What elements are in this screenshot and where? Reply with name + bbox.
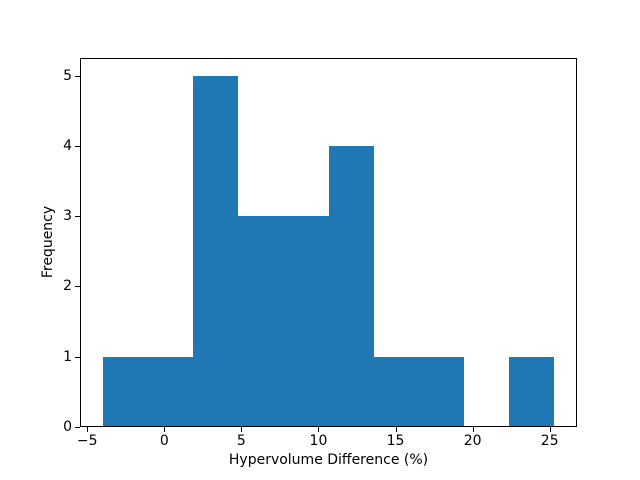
histogram-bar: [103, 357, 148, 427]
x-tick-label: 5: [236, 433, 246, 449]
x-tick-label: 25: [540, 433, 559, 449]
histogram-bar: [509, 357, 554, 427]
y-tick-label: 5: [63, 67, 72, 84]
histogram-bar: [238, 216, 283, 427]
y-tick-label: 0: [63, 419, 72, 435]
histogram-bar: [283, 216, 329, 427]
y-tick-label: 1: [63, 348, 72, 365]
x-tick-mark: [473, 427, 474, 432]
x-axis-label: Hypervolume Difference (%): [228, 452, 429, 468]
x-tick-label: 10: [309, 433, 328, 449]
x-tick-label: 0: [159, 433, 169, 449]
y-axis-label: Frequency: [40, 205, 56, 279]
x-tick-mark: [241, 427, 242, 432]
x-tick-mark: [550, 427, 551, 432]
y-tick-label: 4: [63, 137, 72, 154]
x-tick-label: 15: [386, 433, 405, 449]
y-tick-label: 2: [63, 278, 72, 295]
histogram-bar: [148, 357, 193, 427]
histogram-bar: [374, 357, 419, 427]
y-tick-mark: [75, 427, 80, 428]
histogram-bar: [419, 357, 464, 427]
histogram-bar: [193, 76, 238, 427]
x-tick-mark: [164, 427, 165, 432]
plot-area: [80, 58, 577, 427]
x-tick-mark: [396, 427, 397, 432]
histogram-bar: [329, 146, 374, 427]
x-tick-label: −5: [76, 433, 98, 449]
x-tick-label: 20: [463, 433, 482, 449]
x-tick-mark: [87, 427, 88, 432]
x-tick-mark: [318, 427, 319, 432]
